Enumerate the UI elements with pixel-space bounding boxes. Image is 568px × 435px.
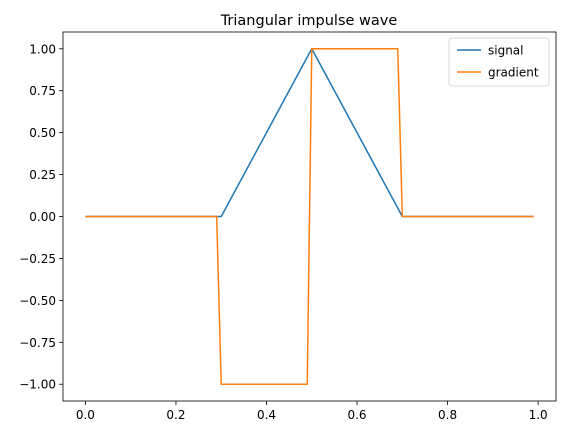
y-tick-label: 0.75 [29, 84, 56, 98]
x-tick-label: 1.0 [529, 408, 548, 422]
series-line-gradient [85, 49, 533, 384]
x-tick-label: 0.8 [438, 408, 457, 422]
y-tick-label: −0.25 [19, 252, 56, 266]
legend: signal gradient [449, 38, 549, 86]
y-tick-label: 0.00 [29, 210, 56, 224]
x-axis: 0.0 0.2 0.4 0.6 0.8 1.0 [76, 401, 548, 422]
y-tick-label: 0.25 [29, 168, 56, 182]
legend-label-signal: signal [488, 44, 524, 58]
y-tick-label: 1.00 [29, 42, 56, 56]
legend-label-gradient: gradient [488, 66, 539, 80]
x-tick-label: 0.2 [166, 408, 185, 422]
y-tick-label: 0.50 [29, 126, 56, 140]
x-tick-label: 0.0 [76, 408, 95, 422]
y-axis: 1.00 0.75 0.50 0.25 0.00 −0.25 −0.50 −0.75 −1.00 [19, 42, 63, 391]
x-tick-label: 0.6 [347, 408, 366, 422]
y-tick-label: −1.00 [19, 378, 56, 392]
plot-lines [85, 49, 533, 384]
y-tick-label: −0.75 [19, 336, 56, 350]
x-tick-label: 0.4 [257, 408, 276, 422]
chart-title: Triangular impulse wave [220, 13, 398, 29]
y-tick-label: −0.50 [19, 294, 56, 308]
